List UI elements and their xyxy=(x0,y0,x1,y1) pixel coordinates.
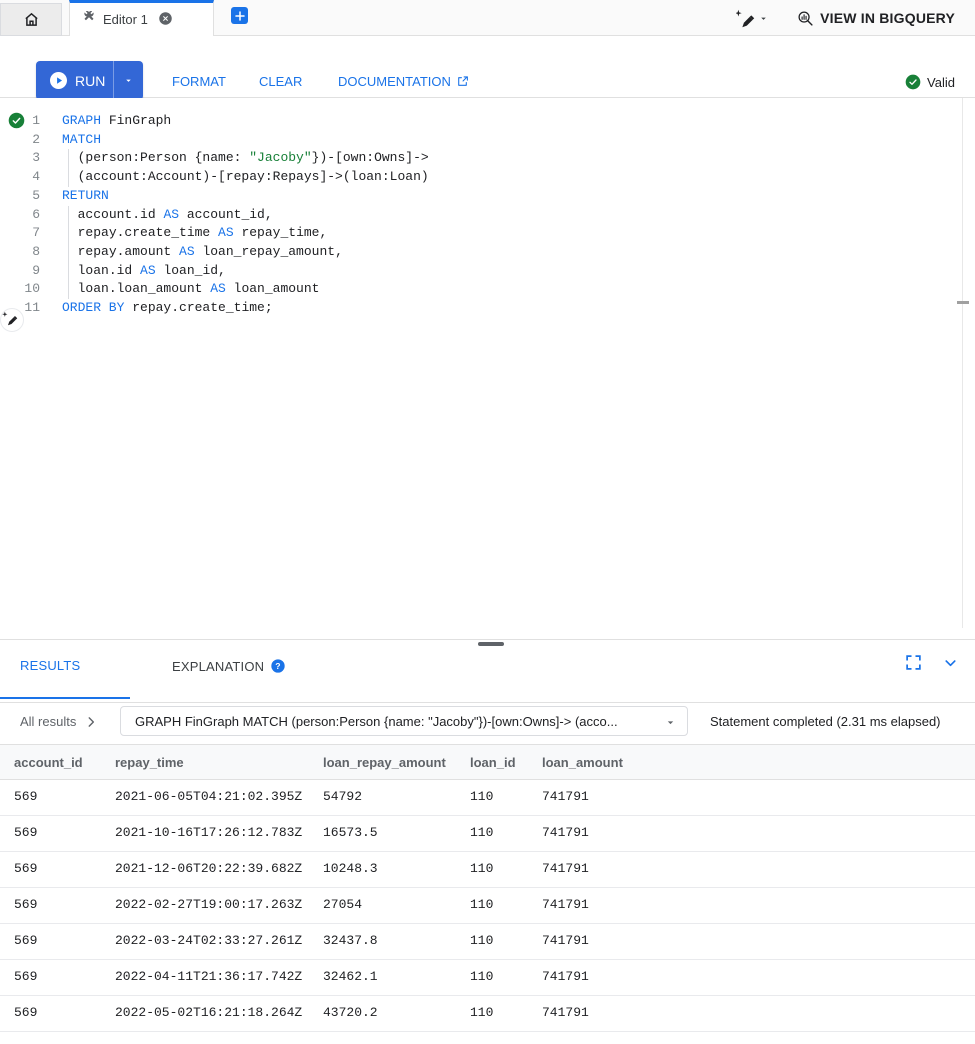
svg-text:?: ? xyxy=(276,661,281,671)
